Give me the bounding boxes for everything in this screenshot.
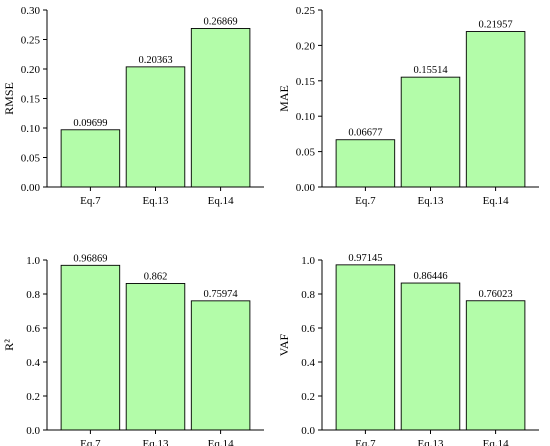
bar-eq7 [60, 264, 121, 431]
bar-eq7 [335, 139, 396, 188]
y-tick-label: 0.10 [21, 123, 41, 135]
y-tick-label: 0.0 [301, 425, 315, 437]
data-label: 0.09699 [73, 118, 107, 129]
y-axis-title: VAF [277, 333, 291, 356]
y-tick-label: 0.6 [26, 323, 40, 335]
data-label: 0.96869 [73, 253, 107, 264]
x-tick-label: Eq.13 [143, 195, 169, 207]
bar-eq14 [190, 28, 251, 188]
y-tick-label: 0.2 [301, 391, 315, 403]
x-tick-label: Eq.13 [143, 438, 169, 446]
bar-eq14 [190, 300, 251, 431]
y-axis-title: R² [2, 339, 16, 351]
x-tick-label: Eq.13 [418, 438, 444, 446]
data-label: 0.26869 [204, 16, 238, 27]
y-tick-label: 0.8 [26, 289, 40, 301]
y-tick-label: 0.05 [296, 147, 316, 159]
x-tick-label: Eq.14 [483, 195, 509, 207]
y-tick-label: 0.10 [296, 111, 316, 123]
y-tick-label: 0.4 [26, 357, 40, 369]
data-label: 0.15514 [413, 65, 448, 76]
y-tick-label: 1.0 [301, 255, 315, 267]
y-tick-label: 0.2 [26, 391, 40, 403]
bar-eq13 [125, 283, 186, 431]
y-tick-label: 0.15 [296, 76, 316, 88]
y-tick-label: 0.20 [21, 64, 41, 76]
y-tick-label: 0.05 [21, 153, 41, 165]
x-tick-label: Eq.7 [80, 438, 101, 446]
x-tick-label: Eq.14 [483, 438, 509, 446]
y-axis-title: MAE [277, 85, 291, 112]
data-label: 0.06677 [348, 128, 382, 139]
panel-2: 0.06677 Eq.7 0.15514 Eq.13 0.21957 Eq.14 0.00 0… [277, 5, 539, 207]
y-tick-label: 0.4 [301, 357, 315, 369]
bar-eq14 [465, 31, 526, 188]
y-tick-label: 0.25 [296, 5, 316, 17]
y-tick-label: 0.20 [296, 40, 316, 52]
panel-3: 0.96869 Eq.7 0.862 Eq.13 0.75974 Eq.14 0.0 0.2 0… [2, 253, 264, 446]
data-label: 0.20363 [138, 55, 172, 66]
bar-eq13 [400, 282, 461, 431]
y-tick-label: 0.00 [21, 182, 41, 194]
data-label: 0.97145 [348, 253, 382, 264]
panel-4: 0.97145 Eq.7 0.86446 Eq.13 0.76023 Eq.14 0.0 0.… [277, 253, 539, 446]
panel-1: 0.09699 Eq.7 0.20363 Eq.13 0.26869 Eq.14 0.00 0… [2, 5, 264, 207]
y-tick-label: 1.0 [26, 255, 40, 267]
x-tick-label: Eq.7 [355, 195, 376, 207]
bar-eq14 [465, 300, 526, 431]
y-tick-label: 0.00 [296, 182, 316, 194]
bar-eq13 [125, 66, 186, 188]
y-axis-title: RMSE [2, 82, 16, 115]
y-tick-label: 0.25 [21, 35, 41, 47]
data-label: 0.862 [144, 271, 168, 282]
data-label: 0.76023 [479, 289, 513, 300]
y-tick-label: 0.15 [21, 94, 41, 106]
data-label: 0.21957 [479, 20, 513, 31]
x-tick-label: Eq.14 [208, 195, 234, 207]
y-tick-label: 0.30 [21, 5, 41, 17]
data-label: 0.86446 [413, 271, 447, 282]
data-label: 0.75974 [204, 289, 239, 300]
x-tick-label: Eq.7 [355, 438, 376, 446]
bar-eq13 [400, 76, 461, 188]
y-tick-label: 0.6 [301, 323, 315, 335]
y-tick-label: 0.8 [301, 289, 315, 301]
x-tick-label: Eq.7 [80, 195, 101, 207]
bar-eq7 [335, 264, 396, 431]
y-tick-label: 0.0 [26, 425, 40, 437]
bar-eq7 [60, 129, 121, 188]
x-tick-label: Eq.14 [208, 438, 234, 446]
x-tick-label: Eq.13 [418, 195, 444, 207]
